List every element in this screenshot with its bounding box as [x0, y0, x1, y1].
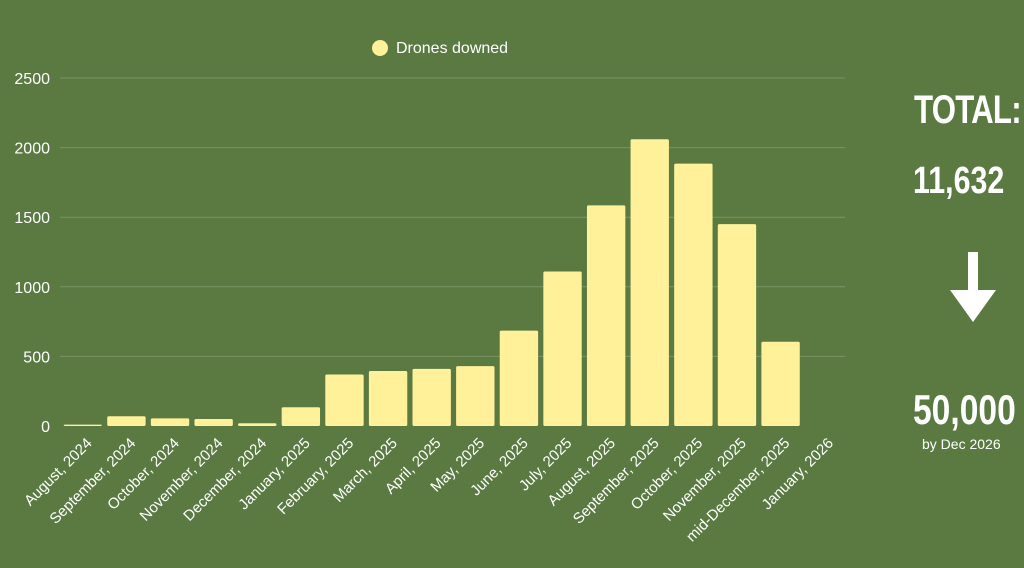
total-label: TOTAL: — [914, 88, 1022, 132]
bar — [543, 271, 582, 426]
bar — [63, 424, 102, 426]
bar — [238, 423, 277, 426]
target-note: by Dec 2026 — [922, 436, 1001, 452]
bar — [150, 418, 190, 426]
bar — [674, 163, 713, 426]
down-arrow-icon — [950, 252, 996, 322]
bar — [499, 330, 539, 426]
target-value: 50,000 — [913, 386, 1016, 433]
bar — [456, 366, 495, 426]
y-tick-label: 0 — [41, 419, 50, 436]
bar — [630, 139, 669, 427]
legend-label: Drones downed — [396, 40, 508, 57]
bar — [717, 224, 757, 426]
y-tick-label: 1000 — [14, 280, 50, 297]
bar — [281, 407, 321, 426]
chart-legend: Drones downed — [372, 40, 508, 57]
x-tick-label: February, 2025 — [274, 435, 357, 518]
bar — [412, 368, 451, 426]
y-tick-label: 1500 — [14, 210, 50, 227]
y-tick-label: 2000 — [14, 141, 50, 158]
total-panel: TOTAL: 11,632 50,000 by Dec 2026 — [900, 80, 1024, 480]
bar — [194, 419, 233, 426]
legend-swatch — [372, 40, 388, 56]
bar — [586, 205, 626, 426]
total-value: 11,632 — [913, 160, 1005, 202]
bar — [761, 341, 800, 426]
bar — [107, 416, 146, 426]
y-tick-label: 2500 — [14, 71, 50, 88]
bar — [368, 371, 408, 426]
y-tick-label: 500 — [23, 349, 50, 366]
bar — [325, 374, 364, 426]
